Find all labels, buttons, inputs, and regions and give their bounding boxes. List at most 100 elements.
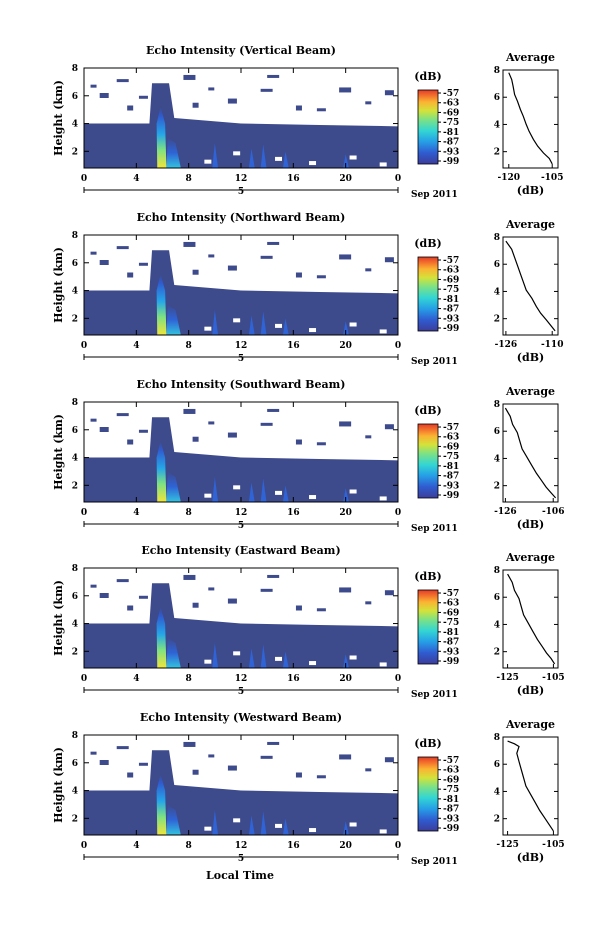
y-tick-label: 2 — [72, 147, 78, 157]
x-tick-label: 12 — [235, 674, 248, 684]
colorbar-tick-label: -75 — [443, 118, 459, 128]
colorbar-tick-label: -69 — [443, 775, 459, 785]
echo-speckle — [365, 435, 372, 439]
average-frame — [502, 236, 559, 336]
colorbar-unit: (dB) — [414, 70, 441, 83]
x-tick-label: 4 — [133, 341, 139, 351]
x-tick-label: 16 — [287, 674, 300, 684]
y-tick-label: 2 — [72, 814, 78, 824]
average-profile-line — [508, 72, 553, 165]
echo-speckle — [365, 268, 372, 272]
echo-speckle — [116, 246, 129, 250]
echo-gap — [379, 329, 387, 334]
echo-speckle — [183, 408, 196, 414]
y-tick-label: 8 — [72, 231, 78, 241]
average-profile-line — [507, 740, 554, 832]
date-label: Sep 2011 — [411, 690, 458, 700]
echo-streak — [212, 310, 219, 335]
beam-panel-3: Echo Intensity (Southward Beam) 2 4 6 8 Heigh… — [52, 378, 564, 534]
x-tick-label: 8 — [186, 341, 192, 351]
echo-speckle — [260, 88, 273, 92]
y-axis-label: Height (km) — [52, 80, 65, 156]
x-tick-label: 12 — [235, 508, 248, 518]
average-y-tick-label: 2 — [494, 648, 500, 658]
average-x-tick-label: -105 — [542, 840, 565, 850]
average-x-label: (dB) — [517, 684, 544, 697]
date-label: Sep 2011 — [411, 857, 458, 867]
colorbar — [417, 423, 439, 499]
echo-streak — [248, 148, 255, 168]
echo-speckle — [116, 413, 129, 417]
echo-speckle — [316, 775, 326, 779]
echo-spike — [156, 606, 167, 668]
y-tick-label: 4 — [72, 454, 78, 464]
average-y-tick-label: 6 — [494, 760, 500, 770]
y-tick-label: 6 — [72, 92, 78, 102]
colorbar-tick-label: -69 — [443, 442, 459, 452]
echo-speckle — [208, 754, 215, 758]
echo-speckle — [99, 260, 109, 265]
average-y-tick-label: 6 — [494, 427, 500, 437]
average-x-tick-label: -125 — [496, 840, 519, 850]
y-axis-label: Height (km) — [52, 247, 65, 323]
colorbar-tick-label: -75 — [443, 785, 459, 795]
echo-streak — [343, 321, 349, 335]
average-y-tick-label: 6 — [494, 260, 500, 270]
colorbar-tick-label: -87 — [443, 138, 459, 148]
x-tick-label: 0 — [81, 174, 87, 184]
echo-speckle — [365, 601, 372, 605]
x-tick-label: 0 — [395, 341, 401, 351]
x-tick-label: 0 — [395, 841, 401, 851]
echo-streak — [212, 143, 219, 168]
echo-field — [84, 250, 398, 335]
x-tick-label: 20 — [339, 674, 352, 684]
echo-streak — [260, 644, 267, 668]
x-tick-label: 4 — [133, 174, 139, 184]
average-x-tick-label: -105 — [542, 673, 565, 683]
echo-speckle — [127, 605, 134, 611]
echo-speckle — [267, 741, 280, 745]
x-tick-label: 0 — [81, 341, 87, 351]
echo-field — [84, 750, 398, 835]
average-title: Average — [505, 218, 555, 231]
echo-speckle — [183, 741, 196, 747]
echo-gap — [309, 161, 317, 166]
colorbar-unit: (dB) — [414, 737, 441, 750]
average-y-tick-label: 6 — [494, 593, 500, 603]
echo-tail — [166, 637, 181, 668]
average-y-tick-label: 8 — [494, 66, 500, 76]
colorbar-tick-label: -93 — [443, 314, 459, 324]
echo-gap — [204, 659, 212, 664]
echo-speckle — [138, 762, 148, 766]
x-tick-label: 12 — [235, 341, 248, 351]
average-y-tick-label: 2 — [494, 482, 500, 492]
x-tick-label: 0 — [395, 508, 401, 518]
colorbar-tick-label: -81 — [443, 128, 459, 138]
average-frame — [502, 69, 559, 169]
x-tick-label: 20 — [339, 508, 352, 518]
echo-gap — [379, 496, 387, 501]
echo-tail — [166, 304, 181, 335]
y-tick-label: 2 — [72, 481, 78, 491]
echo-speckle — [99, 593, 109, 598]
echo-speckle — [183, 74, 196, 80]
average-x-tick-label: -105 — [541, 173, 564, 183]
average-x-tick-label: -110 — [541, 340, 564, 350]
average-y-tick-label: 6 — [494, 93, 500, 103]
average-x-label: (dB) — [517, 184, 544, 197]
average-y-tick-label: 2 — [494, 148, 500, 158]
x-tick-label: 16 — [287, 341, 300, 351]
colorbar-tick-label: -69 — [443, 608, 459, 618]
echo-speckle — [208, 254, 215, 258]
x-tick-label: 8 — [186, 841, 192, 851]
echo-gap — [233, 651, 241, 656]
y-axis-label: Height (km) — [52, 580, 65, 656]
echo-gap — [349, 489, 357, 494]
colorbar — [417, 256, 439, 332]
colorbar-tick-label: -99 — [443, 491, 459, 501]
beam-panel-1: Echo Intensity (Vertical Beam) 2 4 6 8 Height… — [52, 44, 563, 200]
colorbar-tick-label: -57 — [443, 256, 459, 266]
average-title: Average — [505, 718, 555, 731]
echo-speckle — [208, 421, 215, 425]
echo-speckle — [138, 595, 148, 599]
